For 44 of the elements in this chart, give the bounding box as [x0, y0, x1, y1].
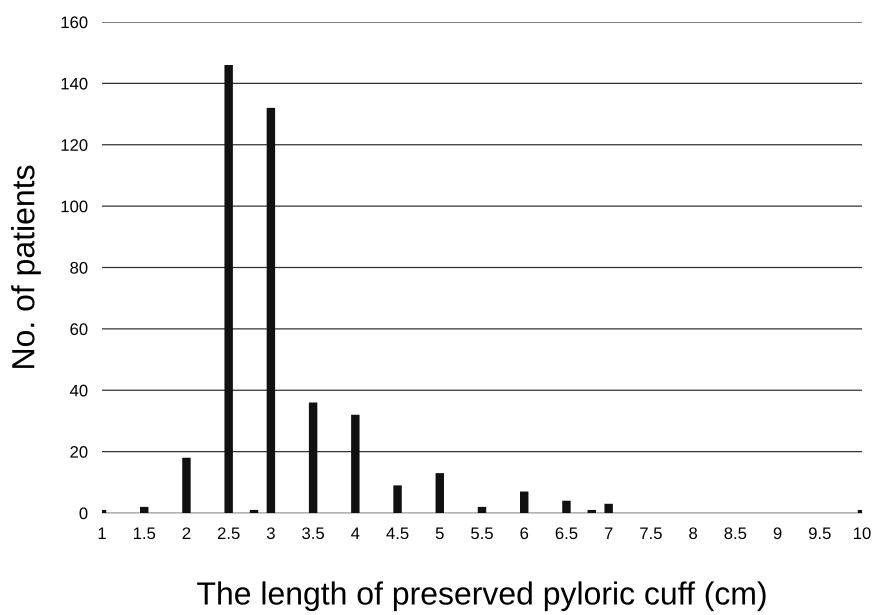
x-tick-label: 6 [520, 527, 528, 540]
y-tick-label: 80 [70, 262, 88, 274]
x-tick-label: 10 [854, 527, 871, 540]
bar [436, 473, 444, 513]
bar [393, 485, 402, 513]
y-tick-label: 20 [70, 446, 88, 458]
x-tick-label: 9 [774, 527, 782, 540]
bar [140, 506, 148, 513]
x-axis-title: The length of preserved pyloric cuff (cm) [197, 581, 766, 612]
bar [562, 500, 571, 513]
bar [308, 402, 318, 513]
bar [250, 510, 258, 513]
x-tick-label: 2.5 [218, 527, 240, 540]
x-tick-label: 9.5 [808, 527, 831, 540]
bar [604, 504, 613, 513]
bar [182, 458, 191, 513]
x-tick-label: 3.5 [302, 527, 324, 540]
bar [588, 510, 596, 513]
x-tick-label: 6.5 [556, 527, 578, 540]
x-tick-label: 8 [689, 527, 698, 540]
y-tick-label: 160 [62, 16, 88, 28]
x-tick-label: 2 [182, 527, 190, 539]
x-tick-label: 4.5 [386, 528, 408, 540]
y-tick-label: 0 [79, 507, 88, 520]
x-tick-label: 5.5 [471, 528, 493, 540]
x-tick-label: 3 [266, 527, 275, 540]
bar [266, 108, 276, 513]
y-tick-label: 140 [62, 78, 88, 90]
bar [478, 506, 486, 513]
y-tick-label: 120 [62, 139, 88, 151]
y-tick-label: 40 [70, 384, 88, 396]
x-tick-label: 5 [436, 528, 444, 540]
bar [351, 414, 360, 513]
y-tick-label: 60 [70, 323, 88, 336]
bar [520, 492, 528, 513]
x-tick-label: 1 [98, 528, 106, 539]
y-tick-label: 100 [62, 200, 88, 212]
bar [224, 64, 233, 513]
x-tick-label: 4 [351, 528, 360, 539]
y-axis-title: No. of patients [11, 166, 41, 368]
x-tick-label: 7.5 [640, 528, 662, 540]
x-tick-label: 8.5 [724, 527, 746, 540]
x-tick-label: 1.5 [134, 528, 156, 540]
x-tick-label: 7 [604, 528, 612, 539]
